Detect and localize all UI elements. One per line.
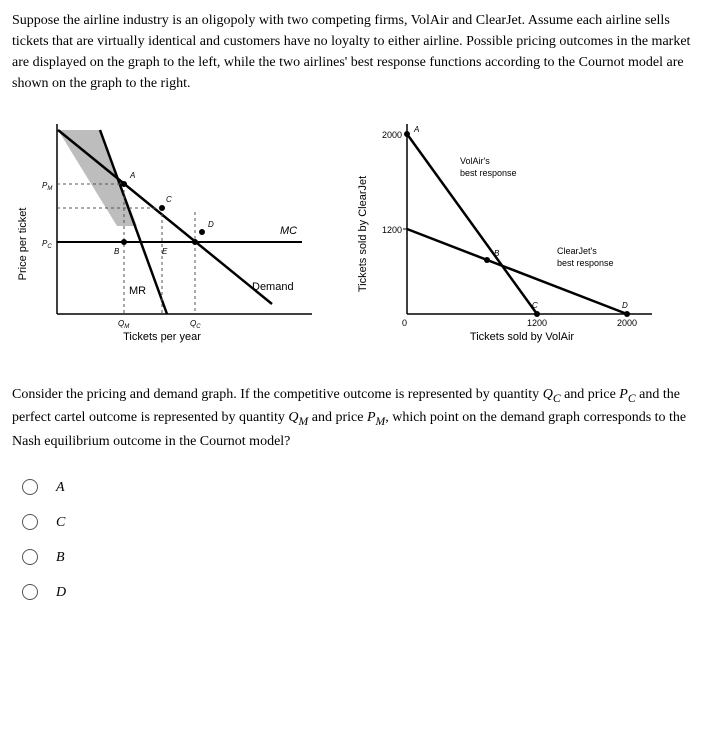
svg-text:A: A bbox=[129, 171, 135, 180]
svg-text:B: B bbox=[114, 247, 120, 256]
svg-text:ClearJet's: ClearJet's bbox=[557, 246, 597, 256]
mr-label: MR bbox=[129, 285, 146, 297]
svg-text:1200: 1200 bbox=[382, 225, 402, 235]
radio-icon bbox=[22, 584, 38, 600]
option-label: B bbox=[56, 547, 65, 568]
intro-text: Suppose the airline industry is an oligo… bbox=[12, 10, 707, 94]
svg-text:D: D bbox=[208, 220, 214, 229]
option-d[interactable]: D bbox=[22, 582, 707, 603]
svg-text:QC: QC bbox=[190, 319, 201, 330]
radio-icon bbox=[22, 479, 38, 495]
demand-chart: Price per ticket Demand MR MC A B bbox=[12, 114, 322, 344]
svg-text:best response: best response bbox=[557, 258, 614, 268]
right-xlabel: Tickets sold by VolAir bbox=[470, 331, 574, 343]
option-c[interactable]: C bbox=[22, 512, 707, 533]
mc-label: MC bbox=[280, 225, 297, 237]
svg-text:D: D bbox=[622, 301, 628, 310]
charts-row: Price per ticket Demand MR MC A B bbox=[12, 114, 707, 344]
right-ylabel: Tickets sold by ClearJet bbox=[357, 176, 369, 292]
svg-text:PM: PM bbox=[42, 181, 52, 192]
svg-text:0: 0 bbox=[402, 318, 407, 328]
demand-label: Demand bbox=[252, 281, 294, 293]
svg-text:1200: 1200 bbox=[527, 318, 547, 328]
options-group: A C B D bbox=[22, 477, 707, 603]
svg-text:VolAir's: VolAir's bbox=[460, 156, 490, 166]
question-text: Consider the pricing and demand graph. I… bbox=[12, 384, 707, 452]
svg-text:B: B bbox=[494, 249, 500, 258]
radio-icon bbox=[22, 549, 38, 565]
svg-text:E: E bbox=[162, 247, 168, 256]
left-xlabel: Tickets per year bbox=[123, 331, 201, 343]
svg-text:A: A bbox=[413, 125, 419, 134]
svg-text:C: C bbox=[166, 195, 172, 204]
radio-icon bbox=[22, 514, 38, 530]
option-label: A bbox=[56, 477, 65, 498]
svg-text:C: C bbox=[532, 301, 538, 310]
option-a[interactable]: A bbox=[22, 477, 707, 498]
svg-text:PC: PC bbox=[42, 239, 52, 250]
left-ylabel: Price per ticket bbox=[17, 208, 29, 281]
cournot-chart: Tickets sold by ClearJet A B C D 2000 12… bbox=[352, 114, 662, 344]
option-label: C bbox=[56, 512, 65, 533]
option-label: D bbox=[56, 582, 66, 603]
svg-text:best response: best response bbox=[460, 168, 517, 178]
svg-text:2000: 2000 bbox=[382, 130, 402, 140]
option-b[interactable]: B bbox=[22, 547, 707, 568]
svg-text:2000: 2000 bbox=[617, 318, 637, 328]
svg-text:QM: QM bbox=[118, 319, 129, 330]
